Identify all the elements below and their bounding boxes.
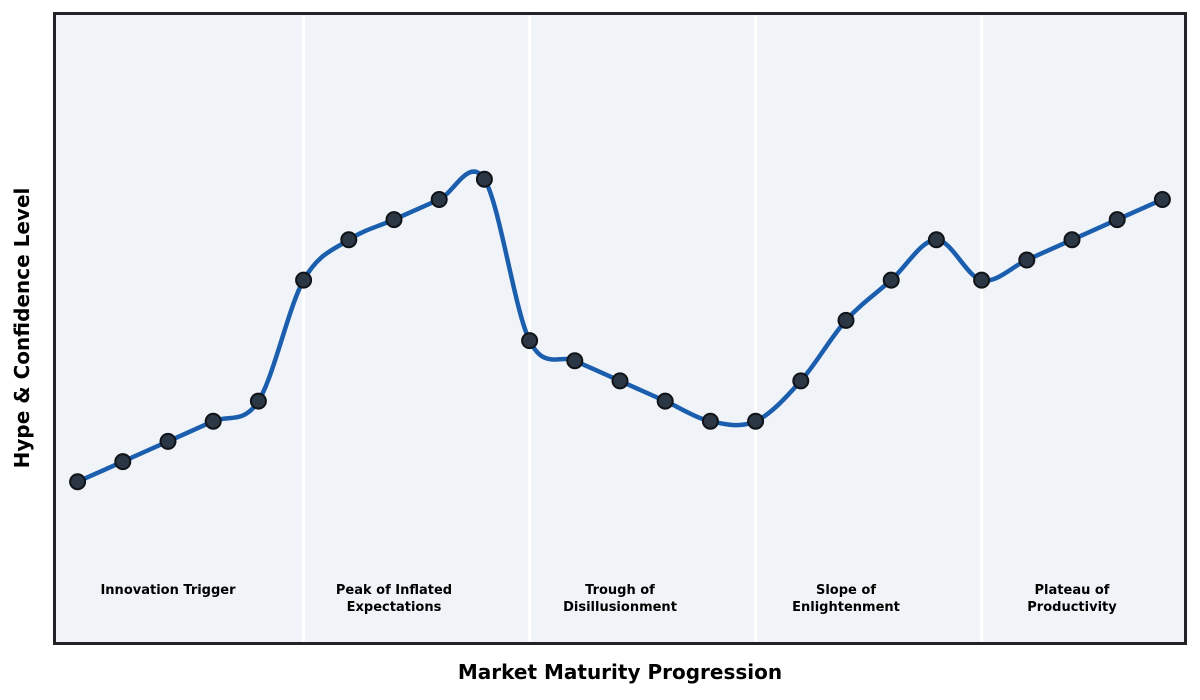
phase-label-plateau-of-productivity: Plateau of Productivity [1027,583,1117,615]
phase-label-trough-of-disillusionment: Trough of Disillusionment [563,583,677,615]
y-axis-label: Hype & Confidence Level [10,187,34,469]
phase-label-slope-of-enlightenment: Slope of Enlightenment [792,583,900,615]
phase-label-peak-of-inflated-expectations: Peak of Inflated Expectations [335,583,453,615]
phase-label-innovation-trigger: Innovation Trigger [100,583,236,598]
plot-area [53,12,1187,645]
x-axis-label: Market Maturity Progression [457,660,783,684]
